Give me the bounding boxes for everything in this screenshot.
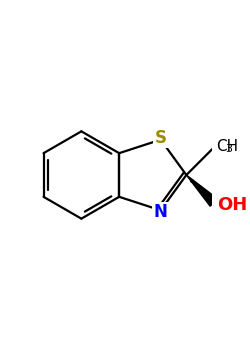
Text: OH: OH [217,196,248,214]
Text: N: N [154,203,168,221]
Text: 3: 3 [226,144,233,154]
Text: CH: CH [216,139,238,154]
Polygon shape [186,175,218,206]
Text: S: S [155,129,167,147]
